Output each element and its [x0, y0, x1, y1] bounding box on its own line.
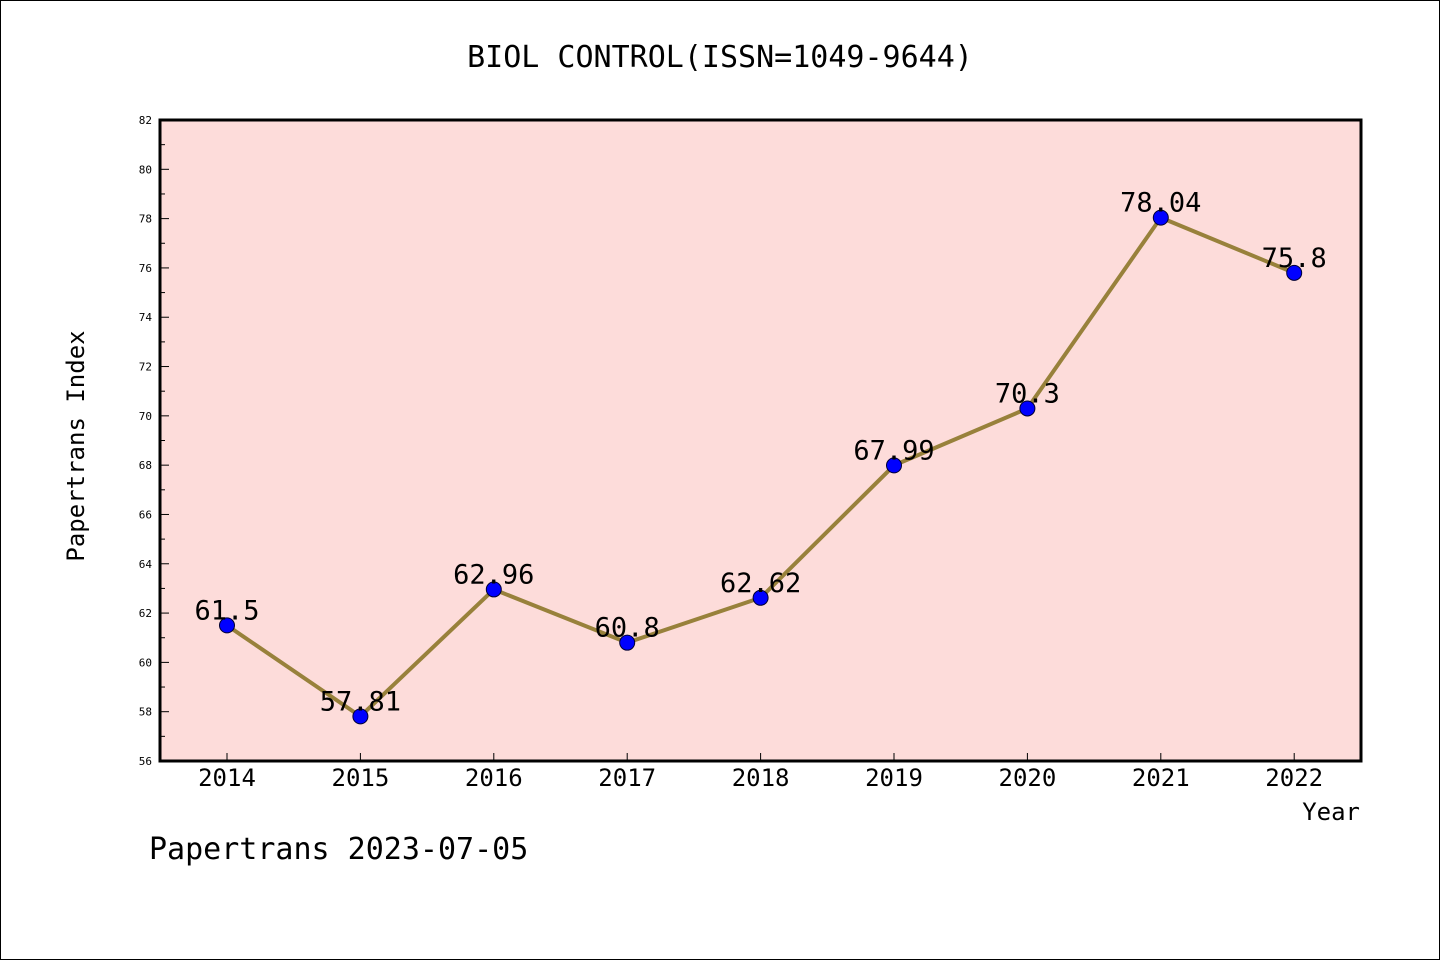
y-tick-label: 58: [139, 706, 152, 719]
y-tick-label: 60: [139, 656, 152, 669]
data-point: [352, 708, 369, 725]
x-tick-label: 2017: [598, 764, 656, 792]
data-point: [219, 617, 235, 634]
data-point: [752, 589, 769, 606]
data-point: [619, 634, 636, 651]
y-tick-label: 78: [139, 213, 152, 226]
x-tick-label: 2022: [1265, 764, 1323, 792]
x-tick-label: 2014: [198, 764, 256, 792]
y-tick-label: 72: [139, 361, 152, 374]
data-label: 70.3: [995, 378, 1060, 409]
data-point: [886, 457, 902, 474]
data-label: 67.99: [853, 435, 934, 466]
data-label: 57.81: [320, 686, 401, 717]
axis-ticks: [160, 144, 1295, 761]
data-label: 62.96: [453, 559, 534, 590]
y-tick-label: 56: [139, 755, 152, 768]
y-tick-label: 76: [139, 262, 152, 275]
data-point: [1286, 264, 1303, 281]
data-point: [1019, 400, 1036, 417]
y-tick-label: 70: [139, 410, 152, 423]
x-tick-label: 2020: [999, 764, 1057, 792]
data-label: 61.5: [194, 595, 259, 626]
chart-title: BIOL CONTROL(ISSN=1049-9644): [467, 40, 973, 75]
y-tick-label: 62: [139, 607, 152, 620]
x-tick-label: 2015: [332, 764, 390, 792]
data-label: 62.62: [720, 568, 801, 599]
x-axis-label: Year: [1302, 798, 1360, 826]
y-tick-label: 80: [139, 163, 152, 176]
data-labels: 61.5 57.81 62.96 60.8 62.62 67.99 70.3 78.04 75.…: [194, 188, 1326, 718]
data-label: 60.8: [595, 613, 660, 644]
footer-note: Papertrans 2023-07-05: [149, 832, 529, 867]
x-axis-tick-labels: 2014 2015 2016 2017 2018 2019 2020 2021 2022: [198, 764, 1323, 792]
data-point: [1152, 209, 1169, 226]
x-tick-label: 2018: [732, 764, 790, 792]
y-tick-label: 68: [139, 459, 152, 472]
data-points: [219, 209, 1303, 725]
data-label: 75.8: [1262, 243, 1327, 274]
y-axis-tick-labels: 56 58 60 62 64 66 68 70 72 74 76 78 80 82: [139, 114, 153, 768]
plot-area: [158, 118, 1363, 763]
y-tick-label: 66: [139, 508, 152, 521]
x-tick-label: 2019: [865, 764, 923, 792]
data-label: 78.04: [1120, 188, 1201, 219]
x-tick-label: 2016: [465, 764, 523, 792]
y-tick-label: 64: [139, 558, 153, 571]
data-point: [485, 581, 502, 598]
x-tick-label: 2021: [1132, 764, 1190, 792]
y-axis-label: Papertrans Index: [62, 330, 90, 561]
y-tick-label: 82: [139, 114, 152, 127]
y-tick-label: 74: [139, 311, 153, 324]
